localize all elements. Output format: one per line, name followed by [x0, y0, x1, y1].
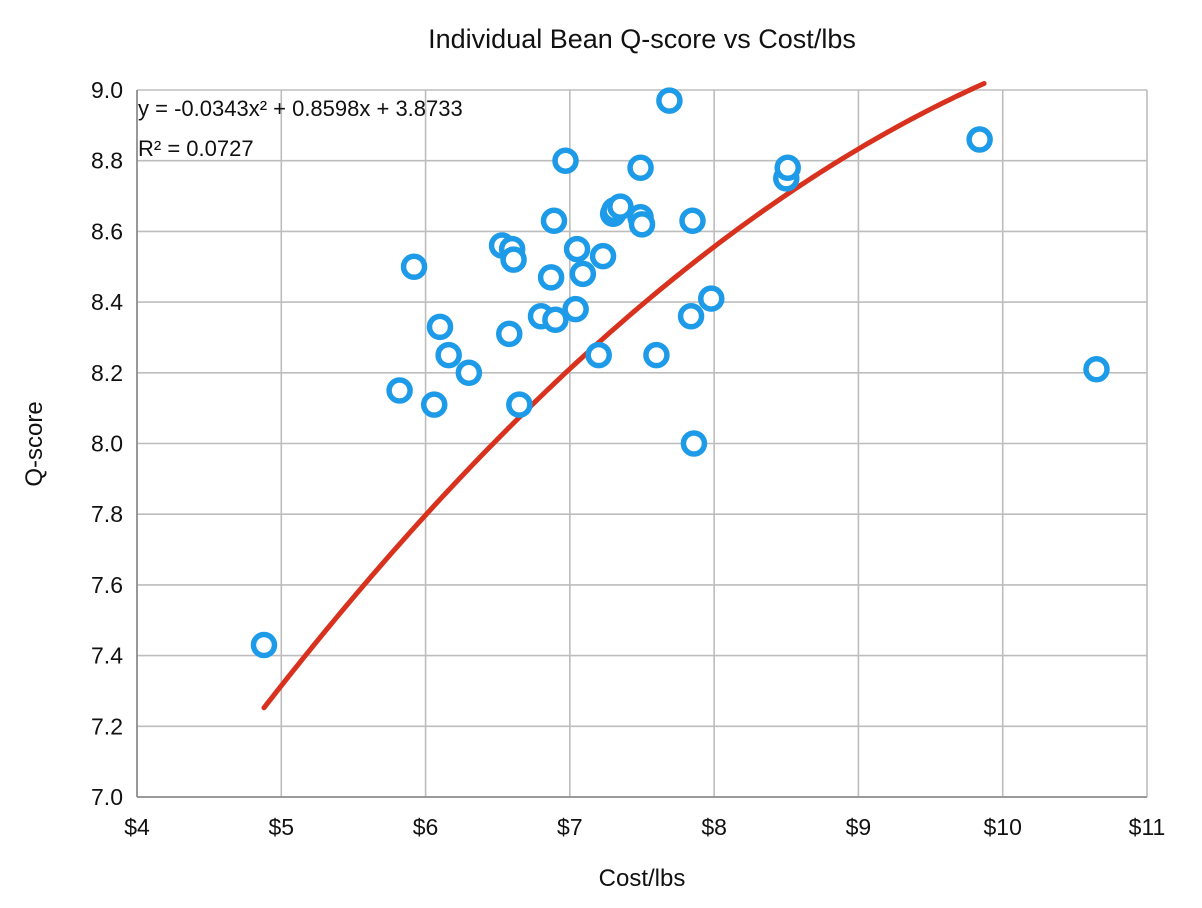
x-tick-labels: $4 $5 $6 $7 $8 $9 $10 $11 [124, 814, 1165, 840]
trendline-r-squared: R² = 0.0727 [138, 136, 254, 161]
y-axis-label: Q-score [21, 401, 48, 486]
x-tick-label: $11 [1129, 814, 1166, 840]
grid [137, 89, 1148, 797]
data-point [552, 147, 579, 174]
data-point [585, 341, 612, 369]
data-point [562, 295, 589, 323]
data-point [400, 253, 428, 280]
trendline [261, 81, 987, 711]
y-tick-label: 7.8 [91, 501, 123, 527]
axes [136, 90, 1147, 798]
trendline-group [261, 81, 987, 711]
data-point [774, 154, 801, 182]
data-point [656, 87, 683, 114]
data-point [455, 359, 483, 387]
y-tick-label: 8.2 [91, 360, 123, 386]
y-tick-label: 7.0 [91, 784, 123, 810]
y-tick-label: 7.2 [91, 713, 123, 739]
y-tick-label: 8.6 [91, 218, 123, 244]
x-tick-label: $10 [984, 814, 1022, 840]
data-point [643, 341, 670, 369]
y-tick-labels: 7.0 7.2 7.4 7.6 7.8 8.0 8.2 8.4 8.6 8.8 9.0 [91, 77, 123, 810]
x-tick-label: $6 [413, 814, 439, 840]
y-tick-label: 8.0 [91, 431, 123, 457]
y-tick-label: 7.6 [91, 572, 123, 598]
data-point [426, 313, 454, 341]
data-point [589, 242, 617, 270]
data-point [500, 246, 527, 273]
data-point [420, 391, 448, 418]
x-tick-label: $4 [124, 814, 150, 840]
data-point [506, 391, 533, 418]
data-point [540, 207, 568, 235]
x-tick-label: $8 [701, 814, 727, 840]
data-point [677, 302, 705, 330]
x-axis-label: Cost/lbs [599, 865, 686, 892]
data-point [496, 320, 523, 348]
x-tick-label: $7 [557, 814, 583, 840]
y-tick-label: 9.0 [91, 77, 123, 103]
data-point [537, 264, 565, 291]
data-points [250, 87, 1110, 659]
data-point [1083, 356, 1110, 383]
y-tick-label: 8.8 [91, 148, 123, 174]
data-point [569, 260, 597, 288]
data-point [627, 154, 654, 182]
data-point [386, 377, 413, 404]
data-point [679, 207, 706, 235]
y-tick-label: 8.4 [91, 289, 123, 315]
data-point [250, 631, 278, 659]
data-point [542, 306, 569, 334]
trendline-equation: y = -0.0343x² + 0.8598x + 3.8733 [138, 96, 463, 121]
data-point [680, 430, 708, 457]
x-tick-label: $9 [846, 814, 872, 840]
chart-title: Individual Bean Q-score vs Cost/lbs [428, 24, 856, 54]
data-point [966, 126, 993, 153]
y-tick-label: 7.4 [91, 643, 123, 669]
data-point [698, 285, 725, 312]
data-point [563, 235, 591, 263]
data-point [628, 211, 656, 238]
data-point [435, 341, 462, 369]
x-tick-label: $5 [268, 814, 294, 840]
data-point [607, 193, 634, 220]
